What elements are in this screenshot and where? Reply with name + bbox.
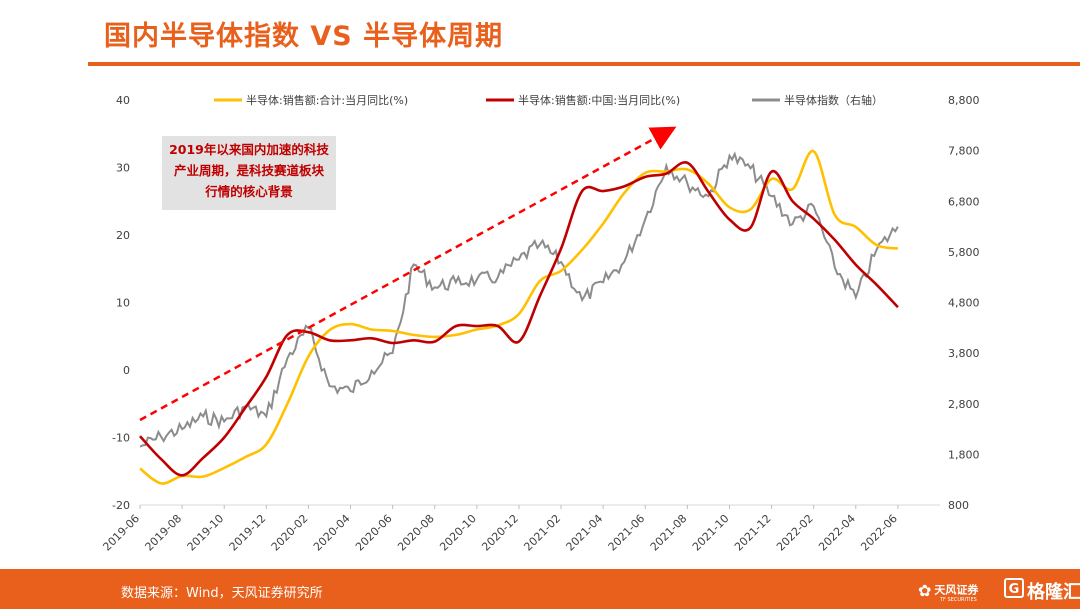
x-tick-label: 2022-06 [858,512,900,554]
series-line-index [139,151,899,448]
y-left-tick-label: 30 [116,162,130,175]
tf-logo-subtext: TF SECURITIES [940,597,977,603]
glh-logo-text: 格隆汇 [1027,582,1080,603]
annotation-line-1: 2019年以来国内加速的科技 [169,142,329,157]
legend-label: 半导体:销售额:中国:当月同比(%) [518,93,680,107]
x-tick-label: 2020-12 [479,512,521,554]
source-note: 数据来源：Wind，天风证券研究所 [121,586,323,601]
x-tick-label: 2019-12 [227,512,269,554]
y-left-tick-label: 20 [116,229,130,242]
y-right-tick-label: 800 [948,499,969,512]
legend-label: 半导体指数（右轴） [784,93,883,107]
y-left-tick-label: 10 [116,297,130,310]
y-right-tick-label: 6,800 [948,195,980,208]
x-tick-label: 2020-10 [437,512,479,554]
legend: 半导体:销售额:合计:当月同比(%) 半导体:销售额:中国:当月同比(%) 半导体指… [214,93,883,107]
annotation-line-2: 产业周期，是科技赛道板块 [173,163,324,178]
chart: 半导体:销售额:合计:当月同比(%) 半导体:销售额:中国:当月同比(%) 半导体指… [100,93,980,554]
flower-icon: ✿ [918,581,932,600]
x-tick-label: 2021-12 [732,512,774,554]
x-tick-label: 2020-04 [311,512,353,554]
y-right-tick-label: 1,800 [948,448,980,461]
title-rule [88,62,1080,66]
g-icon: G [1004,578,1024,598]
x-tick-label: 2021-08 [648,512,690,554]
page-title: 国内半导体指数 VS 半导体周期 [104,21,504,52]
y-right-tick-label: 5,800 [948,246,980,259]
legend-label: 半导体:销售额:合计:当月同比(%) [246,93,408,107]
x-tick-label: 2021-04 [564,512,606,554]
series-line-total-yoy [139,149,899,485]
y-left-tick-label: -20 [112,499,130,512]
y-right-tick-label: 7,800 [948,145,980,158]
y-right-tick-label: 4,800 [948,297,980,310]
y-right-tick-label: 8,800 [948,94,980,107]
annotation-line-3: 行情的核心背景 [205,184,293,199]
x-tick-label: 2021-06 [606,512,648,554]
x-tick-label: 2019-10 [185,512,227,554]
x-tick-label: 2022-04 [816,512,858,554]
x-tick-label: 2019-08 [143,512,185,554]
x-tick-label: 2022-02 [774,512,816,554]
y-right-tick-label: 2,800 [948,398,980,411]
x-tick-label: 2020-08 [395,512,437,554]
series [139,149,899,485]
y-left-tick-label: 40 [116,94,130,107]
tf-logo: ✿ 天风证券 TF SECURITIES [918,581,978,603]
series-line-china-yoy [139,161,899,477]
x-tick-label: 2020-06 [353,512,395,554]
x-tick-label: 2021-10 [690,512,732,554]
footer: 数据来源：Wind，天风证券研究所 ✿ 天风证券 TF SECURITIES G 格隆… [0,569,1080,609]
x-tick-label: 2021-02 [521,512,563,554]
y-right-tick-label: 3,800 [948,347,980,360]
glh-logo: G 格隆汇 [1004,578,1080,604]
x-tick-label: 2020-02 [269,512,311,554]
tf-logo-text: 天风证券 [934,583,979,597]
trend-arrow [139,126,677,422]
y-left-tick-label: 0 [123,364,130,377]
x-tick-label: 2019-06 [100,512,142,554]
y-left-tick-label: -10 [112,432,130,445]
annotation-box: 2019年以来国内加速的科技 产业周期，是科技赛道板块 行情的核心背景 [162,136,336,210]
